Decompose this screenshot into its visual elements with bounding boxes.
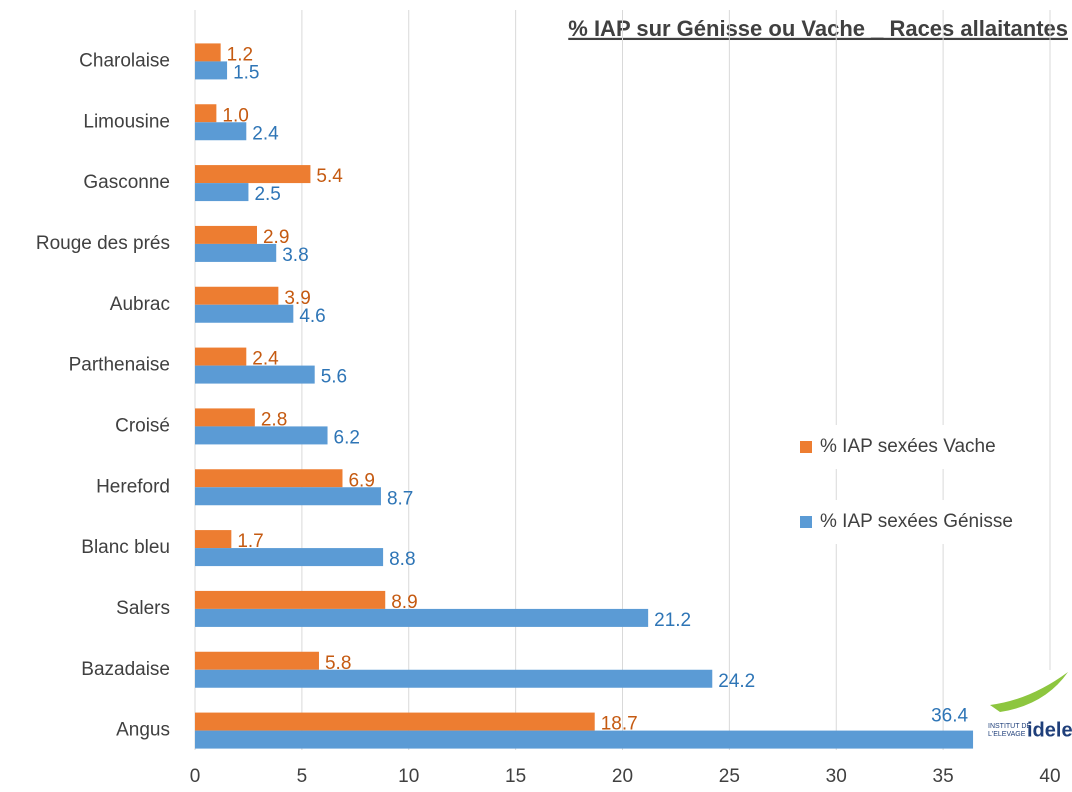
- legend-swatch: [800, 441, 812, 453]
- data-label: 5.4: [316, 166, 343, 187]
- bar: [195, 469, 343, 488]
- data-label: 1.5: [233, 62, 259, 83]
- y-tick-label: Bazadaise: [81, 659, 170, 680]
- y-tick-label: Limousine: [83, 111, 170, 132]
- y-tick-label: Gasconne: [83, 172, 170, 193]
- legend-bg: [785, 425, 1045, 469]
- logo-text: L'ELEVAGE: [988, 731, 1026, 738]
- bar: [195, 286, 279, 305]
- y-tick-label: Hereford: [96, 476, 170, 497]
- bar: [195, 61, 228, 80]
- legend-label: % IAP sexées Génisse: [820, 511, 1013, 532]
- y-tick-label: Charolaise: [79, 50, 170, 71]
- x-tick-label: 10: [398, 766, 419, 787]
- data-label: 1.7: [237, 531, 263, 552]
- x-tick-label: 25: [719, 766, 740, 787]
- legend-label: % IAP sexées Vache: [820, 436, 996, 457]
- bar: [195, 225, 257, 244]
- data-label: 2.4: [252, 123, 279, 144]
- y-tick-label: Salers: [116, 598, 170, 619]
- bar: [195, 651, 319, 670]
- logo-swoosh: [990, 672, 1068, 712]
- bar: [195, 730, 974, 749]
- data-label: 2.9: [263, 227, 289, 248]
- x-tick-label: 30: [826, 766, 847, 787]
- bar: [195, 165, 311, 184]
- data-label: 24.2: [718, 671, 755, 692]
- legend-bg: [785, 500, 1045, 544]
- data-label: 1.0: [222, 105, 248, 126]
- bar: [195, 365, 315, 384]
- bar: [195, 487, 381, 506]
- data-label: 8.7: [387, 488, 413, 509]
- logo-text: INSTITUT DE: [988, 723, 1031, 730]
- bar: [195, 590, 386, 609]
- bar: [195, 712, 595, 731]
- data-label: 18.7: [601, 714, 638, 735]
- bar: [195, 43, 221, 62]
- bar: [195, 304, 294, 323]
- data-label: 2.4: [252, 349, 279, 370]
- data-label: 2.5: [254, 184, 280, 205]
- x-tick-label: 15: [505, 766, 526, 787]
- data-label: 8.9: [391, 592, 417, 613]
- data-label: 5.8: [325, 653, 351, 674]
- data-label: 2.8: [261, 409, 287, 430]
- x-tick-label: 20: [612, 766, 633, 787]
- data-label: 5.6: [321, 367, 347, 388]
- data-label: 8.8: [389, 549, 415, 570]
- bar: [195, 183, 249, 202]
- x-tick-label: 5: [297, 766, 308, 787]
- bar: [195, 122, 247, 141]
- data-label: 6.2: [334, 427, 360, 448]
- y-tick-label: Angus: [116, 720, 170, 741]
- data-label: 6.9: [348, 470, 374, 491]
- bar: [195, 408, 255, 427]
- y-tick-label: Croisé: [115, 415, 170, 436]
- bar: [195, 347, 247, 366]
- x-tick-label: 40: [1039, 766, 1060, 787]
- bar: [195, 548, 384, 567]
- legend-swatch: [800, 516, 812, 528]
- bar: [195, 104, 217, 123]
- bar: [195, 608, 649, 627]
- y-tick-label: Rouge des prés: [36, 233, 170, 254]
- logo: INSTITUT DEL'ELEVAGE idele: [985, 670, 1072, 750]
- data-label: 3.9: [284, 288, 310, 309]
- bar: [195, 426, 328, 445]
- bar: [195, 530, 232, 549]
- data-label: 1.2: [227, 44, 253, 65]
- data-label: 21.2: [654, 610, 691, 631]
- y-tick-label: Parthenaise: [69, 355, 170, 376]
- x-tick-label: 0: [190, 766, 201, 787]
- data-label: 4.6: [299, 306, 325, 327]
- y-tick-label: Aubrac: [110, 294, 170, 315]
- data-label: 36.4: [931, 706, 968, 727]
- bar: [195, 243, 277, 262]
- chart-title: % IAP sur Génisse ou Vache _ Races allai…: [568, 16, 1068, 41]
- bar: [195, 669, 713, 688]
- logo-text: idele: [1027, 719, 1072, 741]
- y-tick-label: Blanc bleu: [81, 537, 170, 558]
- x-tick-label: 35: [933, 766, 954, 787]
- data-label: 3.8: [282, 245, 308, 266]
